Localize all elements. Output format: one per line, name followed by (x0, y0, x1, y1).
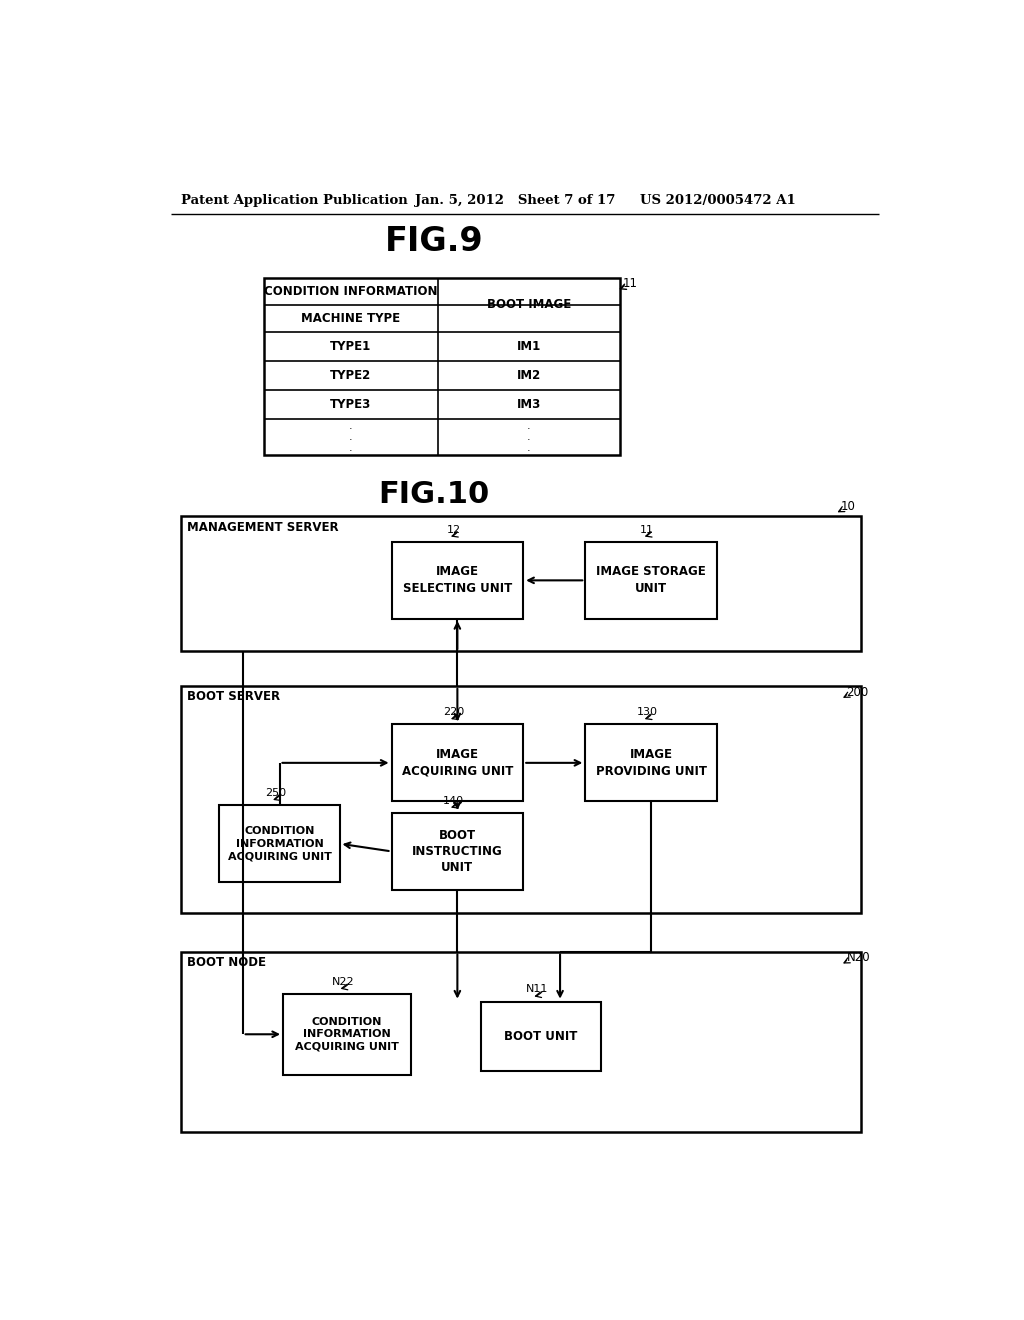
Text: 10: 10 (841, 500, 856, 513)
Bar (180, 516, 861, 651)
Bar (219, 805, 340, 882)
Text: Jan. 5, 2012   Sheet 7 of 17: Jan. 5, 2012 Sheet 7 of 17 (415, 194, 615, 207)
Text: FIG.9: FIG.9 (385, 226, 483, 259)
Text: IM1: IM1 (517, 339, 542, 352)
Text: 200: 200 (847, 685, 868, 698)
Text: 250: 250 (265, 788, 286, 797)
Text: BOOT IMAGE: BOOT IMAGE (487, 298, 571, 312)
Bar (391, 543, 523, 619)
Text: BOOT NODE: BOOT NODE (187, 956, 266, 969)
Text: MANAGEMENT SERVER: MANAGEMENT SERVER (187, 520, 339, 533)
Bar (180, 952, 861, 1133)
Text: IM3: IM3 (517, 399, 542, 412)
Bar (391, 813, 523, 890)
Text: 12: 12 (446, 524, 461, 535)
Text: FIG.10: FIG.10 (379, 480, 489, 510)
Text: 11: 11 (623, 277, 638, 289)
Bar (263, 277, 621, 455)
Bar (586, 543, 717, 619)
Text: N22: N22 (332, 977, 354, 986)
Text: 130: 130 (637, 708, 657, 717)
Text: MACHINE TYPE: MACHINE TYPE (301, 312, 400, 325)
Text: US 2012/0005472 A1: US 2012/0005472 A1 (640, 194, 796, 207)
Bar (586, 725, 717, 801)
Text: IMAGE STORAGE
UNIT: IMAGE STORAGE UNIT (596, 565, 706, 595)
Text: CONDITION
INFORMATION
ACQUIRING UNIT: CONDITION INFORMATION ACQUIRING UNIT (227, 826, 332, 861)
Text: BOOT
INSTRUCTING
UNIT: BOOT INSTRUCTING UNIT (412, 829, 503, 874)
Text: TYPE2: TYPE2 (330, 370, 372, 381)
Text: IM2: IM2 (517, 370, 542, 381)
Text: TYPE1: TYPE1 (330, 339, 372, 352)
Text: BOOT UNIT: BOOT UNIT (504, 1030, 578, 1043)
Text: IMAGE
SELECTING UNIT: IMAGE SELECTING UNIT (402, 565, 512, 595)
Text: CONDITION INFORMATION: CONDITION INFORMATION (264, 285, 437, 298)
Text: BOOT SERVER: BOOT SERVER (187, 690, 280, 704)
Bar (480, 1002, 601, 1071)
Text: .
.
.: . . . (527, 421, 530, 453)
Text: N11: N11 (525, 985, 548, 994)
Text: Patent Application Publication: Patent Application Publication (180, 194, 408, 207)
Text: N20: N20 (847, 952, 870, 964)
Text: TYPE3: TYPE3 (330, 399, 372, 412)
Text: 140: 140 (443, 796, 464, 805)
Bar (180, 686, 861, 913)
Bar (283, 994, 411, 1074)
Text: 11: 11 (640, 524, 654, 535)
Text: .
.
.: . . . (349, 421, 352, 453)
Text: IMAGE
PROVIDING UNIT: IMAGE PROVIDING UNIT (596, 748, 707, 777)
Bar (391, 725, 523, 801)
Text: 220: 220 (442, 708, 464, 717)
Text: CONDITION
INFORMATION
ACQUIRING UNIT: CONDITION INFORMATION ACQUIRING UNIT (295, 1016, 399, 1052)
Text: IMAGE
ACQUIRING UNIT: IMAGE ACQUIRING UNIT (401, 748, 513, 777)
